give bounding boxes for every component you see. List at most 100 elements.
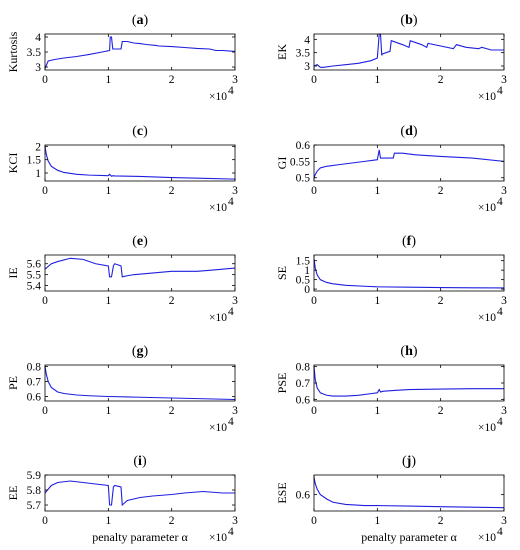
y-axis-label-e: IE	[6, 267, 20, 278]
y-tick-label-e-1: 5.5	[27, 270, 42, 282]
y-axis-label-d: GI	[275, 157, 289, 170]
plot-frame-b	[313, 33, 505, 71]
x-tick-label-a-3: 3	[232, 74, 238, 86]
x-multiplier-d: ×10	[478, 202, 496, 214]
x-tick-label-j-2: 2	[438, 515, 444, 527]
series-line-f-0	[313, 258, 505, 289]
x-tick-label-e-1: 1	[105, 295, 111, 307]
series-line-g-0	[44, 366, 236, 401]
y-axis-label-a: Kurtosis	[6, 31, 20, 72]
x-multiplier-a: ×10	[209, 91, 227, 103]
x-multiplier-e: ×10	[209, 312, 227, 324]
panel-label-open: (	[133, 454, 138, 469]
panel-label-j: (j)	[402, 454, 416, 469]
y-axis-label-h: PSE	[275, 373, 289, 394]
plot-frame-j	[313, 474, 505, 512]
x-tick-label-j-0: 0	[311, 515, 317, 527]
x-tick-label-g-3: 3	[232, 405, 238, 417]
x-axis-label-i: penalty parameter α	[92, 530, 188, 544]
series-line-e-0	[44, 257, 236, 278]
x-multiplier-c: ×10	[209, 202, 227, 214]
y-tick-label-d-1: 0.55	[290, 156, 310, 168]
x-multiplier-exponent-g: 4	[228, 416, 234, 428]
x-multiplier-exponent-e: 4	[228, 306, 234, 318]
series-line-h-0	[313, 366, 504, 397]
x-tick-label-e-3: 3	[232, 295, 238, 307]
panel-label-close: )	[144, 344, 149, 359]
y-tick-label-a-0: 3	[35, 62, 41, 74]
panel-label-letter: i	[138, 454, 142, 469]
x-multiplier-exponent-i: 4	[228, 526, 234, 538]
x-tick-label-h-0: 0	[311, 405, 317, 417]
x-tick-label-f-1: 1	[374, 295, 380, 307]
x-multiplier-exponent-c: 4	[228, 196, 234, 208]
y-tick-label-d-0: 0.5	[296, 173, 311, 185]
x-tick-label-c-2: 2	[169, 185, 175, 197]
panel-label-letter: f	[407, 234, 412, 249]
x-tick-label-j-1: 1	[374, 515, 380, 527]
panel-label-d: (d)	[400, 124, 417, 139]
panel-j: (j) 0 1 2 3 0.6 ESE ×10 4 penalty parameter α	[275, 454, 507, 544]
panel-label-letter: c	[137, 124, 143, 139]
y-tick-label-h-1: 0.7	[296, 378, 311, 390]
x-tick-label-j-3: 3	[501, 515, 507, 527]
y-axis-label-b: EK	[275, 44, 289, 60]
plot-frame-i	[44, 474, 236, 512]
y-tick-label-h-2: 0.8	[296, 362, 311, 374]
x-tick-label-i-2: 2	[169, 515, 175, 527]
x-tick-label-i-1: 1	[105, 515, 111, 527]
panel-f: (f)0 1 2 300.511.5SE×10 4	[275, 234, 507, 324]
x-tick-label-h-1: 1	[374, 405, 380, 417]
y-tick-label-f-3: 1.5	[296, 256, 311, 268]
x-tick-label-c-0: 0	[42, 185, 48, 197]
series-line-a-0	[44, 36, 236, 69]
y-tick-label-e-0: 5.4	[27, 281, 42, 293]
plot-frame-e	[44, 254, 236, 292]
x-multiplier-i: ×10	[209, 532, 227, 544]
x-multiplier-exponent-h: 4	[497, 416, 503, 428]
panel-label-close: )	[144, 13, 149, 28]
panel-label-letter: b	[405, 13, 413, 28]
y-axis-label-f: SE	[275, 266, 289, 280]
panel-label-open: (	[400, 124, 405, 139]
x-tick-label-f-3: 3	[501, 295, 507, 307]
panel-label-b: (b)	[400, 13, 417, 28]
y-tick-label-j-0: 0.6	[296, 490, 311, 502]
panel-label-a: (a)	[132, 13, 149, 28]
panel-label-letter: e	[137, 234, 143, 249]
panel-label-close: )	[413, 344, 418, 359]
panel-i: (i) 0 1 2 3 5.7 5.8 5.9 EE ×10 4 penalty parameter …	[6, 454, 238, 544]
series-line-i-0	[44, 480, 235, 507]
plot-frame-a	[44, 33, 236, 71]
y-tick-label-i-1: 5.8	[27, 485, 42, 497]
panel-label-close: )	[413, 124, 418, 139]
panel-label-open: (	[132, 13, 137, 28]
y-tick-label-b-1: 3.5	[296, 48, 311, 60]
series-line-b-0	[313, 33, 504, 68]
y-tick-label-f-2: 1	[304, 265, 310, 277]
panel-label-open: (	[400, 13, 405, 28]
plot-frame-d	[313, 144, 505, 182]
panel-h: (h) 0 1 2 3 0.6 0.7 0.8 PSE ×10 4	[275, 344, 507, 434]
panel-label-letter: g	[137, 344, 144, 359]
x-tick-label-f-0: 0	[311, 295, 317, 307]
panel-label-open: (	[132, 234, 137, 249]
y-tick-label-g-2: 0.8	[27, 362, 42, 374]
panel-label-close: )	[143, 234, 148, 249]
x-tick-label-b-3: 3	[501, 74, 507, 86]
panel-label-close: )	[142, 454, 147, 469]
panel-label-i: (i)	[133, 454, 147, 469]
panel-label-g: (g)	[132, 344, 149, 359]
y-tick-label-e-2: 5.6	[27, 259, 42, 271]
y-axis-label-i: EE	[6, 486, 20, 501]
y-axis-label-g: PE	[6, 376, 20, 390]
x-tick-label-d-2: 2	[438, 185, 444, 197]
y-tick-label-i-2: 5.9	[27, 470, 42, 482]
x-axis-label-j: penalty parameter α	[361, 530, 457, 544]
x-tick-label-g-2: 2	[169, 405, 175, 417]
x-tick-label-b-0: 0	[311, 74, 317, 86]
x-multiplier-f: ×10	[478, 312, 496, 324]
panel-label-close: )	[411, 234, 416, 249]
x-tick-label-a-0: 0	[42, 74, 48, 86]
x-multiplier-g: ×10	[209, 422, 227, 434]
